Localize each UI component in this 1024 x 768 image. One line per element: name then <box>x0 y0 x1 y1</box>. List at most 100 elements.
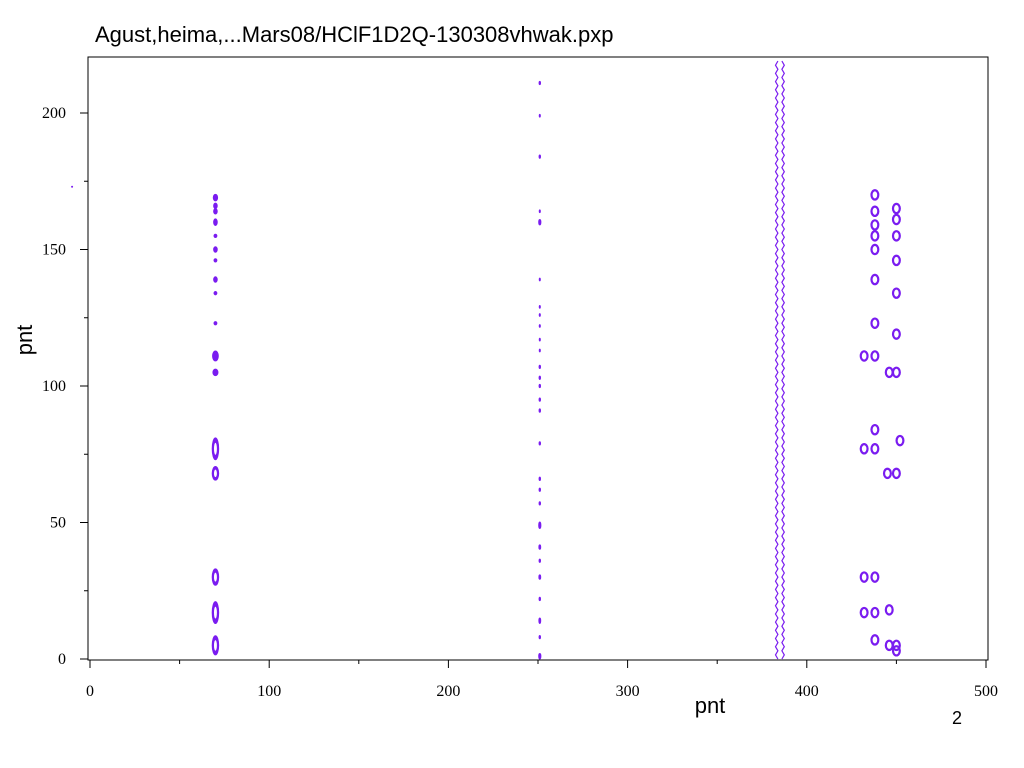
contour-peak <box>538 408 542 413</box>
x-tick-label: 100 <box>257 683 281 700</box>
contour-peak <box>538 277 541 282</box>
y-axis: 0 50 100 150 200 <box>42 105 88 668</box>
y-axis-label: pnt <box>12 325 37 356</box>
contour-peak <box>538 304 541 309</box>
x-tick-label: 500 <box>974 683 998 700</box>
contour-peak <box>212 368 219 377</box>
contour-peak <box>538 653 542 660</box>
contour-peak <box>213 321 218 326</box>
contour-peak <box>538 487 542 492</box>
ring-peak <box>859 443 869 455</box>
contour-peak <box>213 291 218 296</box>
ring-peak <box>859 571 869 583</box>
ring-peak <box>870 219 880 231</box>
ridge-right-contour <box>781 60 785 660</box>
contour-peak-inner <box>213 606 217 619</box>
contour-peak <box>538 337 541 342</box>
contour-peak <box>538 313 541 317</box>
contour-peak-inner <box>213 442 217 455</box>
x-axis-label: pnt <box>695 693 726 718</box>
ring-peak <box>870 423 880 436</box>
contour-peak <box>213 276 218 283</box>
contour-peak <box>538 113 541 118</box>
contour-peak <box>213 202 218 210</box>
chart-title: Agust,heima,...Mars08/HClF1D2Q-130308vhw… <box>95 22 613 47</box>
contour-peak <box>538 383 542 389</box>
ring-peak <box>891 645 901 657</box>
y-tick-label: 50 <box>50 515 66 532</box>
contour-peak <box>538 617 542 625</box>
ring-peak <box>870 443 880 455</box>
ring-peak <box>859 606 869 619</box>
contour-peak <box>538 558 542 563</box>
ring-peak <box>891 202 901 215</box>
ring-peak <box>895 434 905 447</box>
contour-peak <box>538 154 542 159</box>
ring-peak <box>870 571 880 583</box>
x-tick-label: 200 <box>436 683 460 700</box>
contour-peak <box>538 324 541 328</box>
x-axis: 0 100 200 300 400 500 <box>86 660 998 700</box>
ring-peak <box>870 189 880 201</box>
y-tick-label: 100 <box>42 378 66 395</box>
contour-peak <box>538 521 542 530</box>
y-tick-label: 0 <box>58 651 66 668</box>
contour-peak <box>213 246 218 253</box>
contour-peak <box>538 596 542 602</box>
ring-peak <box>884 366 894 379</box>
ring-peak <box>870 230 880 242</box>
ring-peak <box>870 205 880 218</box>
contour-peak <box>538 397 542 402</box>
contour-peak <box>538 218 542 226</box>
contour-peak <box>213 258 218 263</box>
y-tick-label: 150 <box>42 242 66 259</box>
ring-peak <box>882 467 892 480</box>
plot-frame <box>87 56 989 661</box>
ring-peak <box>891 328 901 340</box>
page-number: 2 <box>952 708 962 728</box>
contour-peak-inner <box>213 640 217 651</box>
contour-peak <box>213 218 218 226</box>
ring-peak <box>870 634 880 646</box>
ridge-left-contour <box>774 60 779 660</box>
contour-peak-inner <box>213 469 217 478</box>
y-tick-label: 200 <box>42 105 66 122</box>
contour-peak <box>538 80 542 86</box>
contour-peak <box>538 574 542 580</box>
x-tick-label: 400 <box>795 683 819 700</box>
contour-peak <box>538 635 542 640</box>
ring-peak <box>870 350 880 362</box>
contour-peak <box>213 208 218 215</box>
ring-peak <box>870 606 880 619</box>
contour-peak <box>538 476 542 481</box>
contour-peak <box>538 501 542 506</box>
x-tick-label: 0 <box>86 683 94 700</box>
contour-peak <box>212 193 219 202</box>
contour-peak <box>538 441 542 446</box>
ring-peak <box>891 230 901 242</box>
contour-peak-inner <box>213 572 217 582</box>
ring-peak <box>870 317 880 329</box>
ring-peak <box>870 243 880 256</box>
ring-peak <box>891 213 901 226</box>
ring-peak <box>870 273 880 286</box>
ring-peak <box>891 254 901 267</box>
contour-marks <box>71 60 905 660</box>
ring-peak <box>891 287 901 299</box>
contour-peak <box>538 348 541 353</box>
contour-peak <box>212 350 219 362</box>
contour-peak <box>538 544 542 550</box>
contour-peak <box>538 375 542 380</box>
ring-peak <box>891 366 901 379</box>
contour-peak <box>213 233 218 238</box>
x-tick-label: 300 <box>616 683 640 700</box>
contour-peak <box>538 209 541 214</box>
stray-point <box>71 185 74 188</box>
ring-peak <box>891 467 901 480</box>
ring-peak <box>884 639 894 652</box>
ring-peak <box>884 604 894 616</box>
ring-peak <box>891 639 901 652</box>
ring-peak <box>859 350 869 362</box>
contour-peak <box>538 364 542 370</box>
